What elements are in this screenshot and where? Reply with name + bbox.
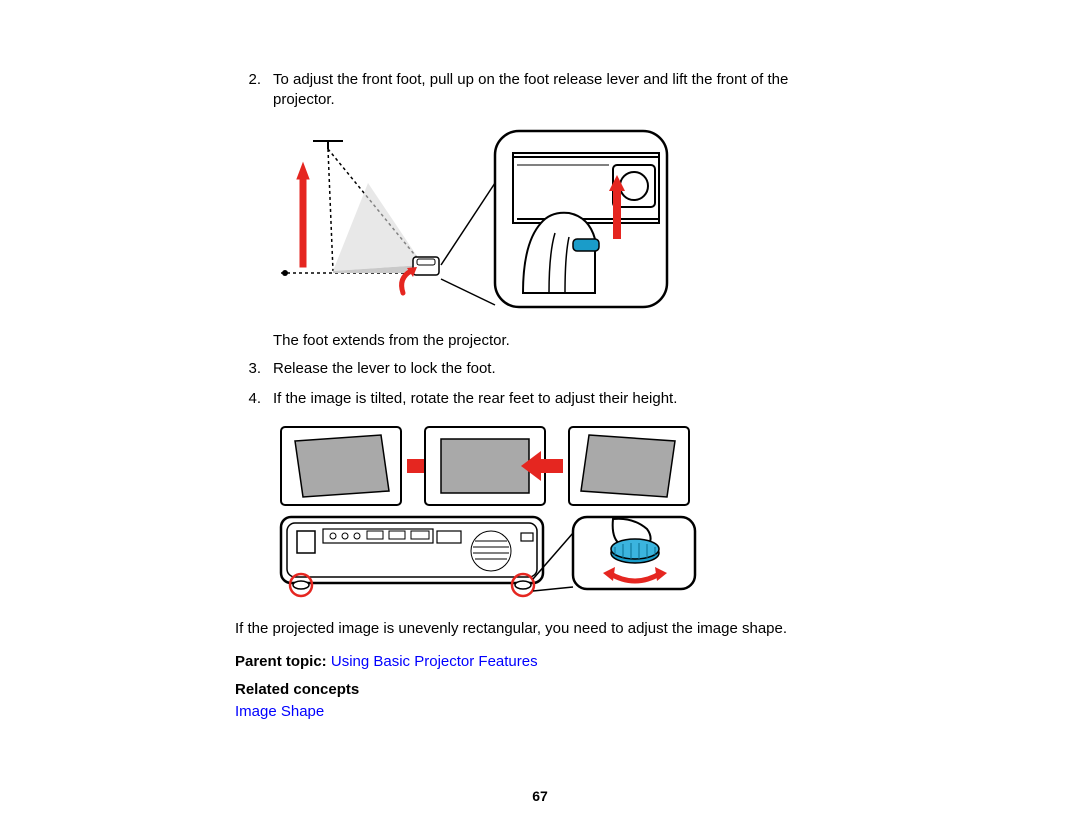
parent-topic-link[interactable]: Using Basic Projector Features <box>331 653 538 670</box>
figure-rear-feet <box>273 421 845 601</box>
parent-topic-label: Parent topic: <box>235 653 331 670</box>
figure-foot-release <box>273 123 845 313</box>
step-2-sub: The foot extends from the projector. <box>273 331 845 351</box>
step-2-text: To adjust the front foot, pull up on the… <box>273 70 845 111</box>
step-4: 4. If the image is tilted, rotate the re… <box>235 389 845 409</box>
document-page: 2. To adjust the front foot, pull up on … <box>0 0 1080 834</box>
step-3-number: 3. <box>235 359 273 379</box>
related-concepts-label: Related concepts <box>235 680 845 700</box>
related-concepts-link[interactable]: Image Shape <box>235 702 845 722</box>
parent-topic-line: Parent topic: Using Basic Projector Feat… <box>235 652 845 672</box>
note-text: If the projected image is unevenly recta… <box>235 619 845 639</box>
step-3-text: Release the lever to lock the foot. <box>273 359 845 379</box>
step-2-number: 2. <box>235 70 273 111</box>
step-4-text: If the image is tilted, rotate the rear … <box>273 389 845 409</box>
step-3: 3. Release the lever to lock the foot. <box>235 359 845 379</box>
step-2: 2. To adjust the front foot, pull up on … <box>235 70 845 111</box>
page-number: 67 <box>0 788 1080 804</box>
step-4-number: 4. <box>235 389 273 409</box>
